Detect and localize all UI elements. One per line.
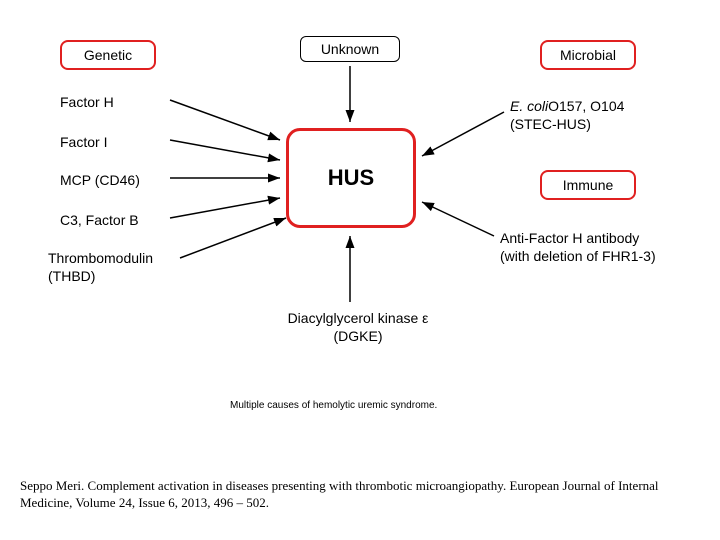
category-box-microbial: Microbial xyxy=(540,40,636,70)
category-box-unknown: Unknown xyxy=(300,36,400,62)
label-factor-h: Factor H xyxy=(60,92,200,112)
label-factor-i: Factor I xyxy=(60,132,200,152)
label-dgke2: (DGKE) xyxy=(258,326,458,346)
category-label-microbial: Microbial xyxy=(560,47,616,64)
label-antiH1: Anti-Factor H antibody xyxy=(500,228,720,248)
label-ecoli1: E. coli O157, O104 xyxy=(510,96,710,116)
category-box-genetic: Genetic xyxy=(60,40,156,70)
label-antiH2: (with deletion of FHR1-3) xyxy=(500,246,720,266)
citation-text: Seppo Meri. Complement activation in dis… xyxy=(20,478,700,512)
label-ecoli2: (STEC-HUS) xyxy=(510,114,710,134)
figure-caption-text: Multiple causes of hemolytic uremic synd… xyxy=(230,400,437,411)
hus-center-box: HUS xyxy=(286,128,416,228)
label-c3fb: C3, Factor B xyxy=(60,210,200,230)
category-label-genetic: Genetic xyxy=(84,47,132,64)
label-dgke1: Diacylglycerol kinase ε xyxy=(258,308,458,328)
diagram-stage: HUS Multiple causes of hemolytic uremic … xyxy=(0,0,720,540)
arrow-arr-antiH xyxy=(422,202,494,236)
category-label-immune: Immune xyxy=(563,177,614,194)
hus-label: HUS xyxy=(328,165,374,191)
category-box-immune: Immune xyxy=(540,170,636,200)
label-thbd1: Thrombomodulin xyxy=(48,248,208,268)
label-mcp: MCP (CD46) xyxy=(60,170,200,190)
arrow-arr-ecoli xyxy=(422,112,504,156)
citation-content: Seppo Meri. Complement activation in dis… xyxy=(20,478,659,510)
category-label-unknown: Unknown xyxy=(321,41,379,58)
label-thbd2: (THBD) xyxy=(48,266,208,286)
figure-caption: Multiple causes of hemolytic uremic synd… xyxy=(230,400,530,418)
